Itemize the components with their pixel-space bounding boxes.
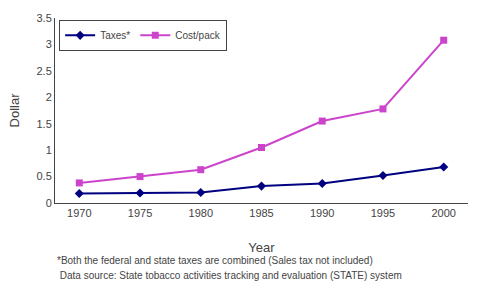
svg-text:1995: 1995	[371, 207, 395, 219]
svg-text:Data source: State tobacco act: Data source: State tobacco activities tr…	[57, 270, 402, 281]
svg-text:Cost/pack: Cost/pack	[175, 30, 220, 41]
svg-text:1975: 1975	[128, 207, 152, 219]
svg-text:2: 2	[46, 91, 52, 103]
svg-text:1: 1	[46, 144, 52, 156]
svg-text:1985: 1985	[249, 207, 273, 219]
svg-text:1990: 1990	[310, 207, 334, 219]
svg-text:3: 3	[46, 38, 52, 50]
svg-text:1.5: 1.5	[37, 118, 52, 130]
svg-text:Dollar: Dollar	[7, 93, 22, 128]
svg-text:3.5: 3.5	[37, 12, 52, 24]
svg-text:1970: 1970	[67, 207, 91, 219]
svg-text:1980: 1980	[189, 207, 213, 219]
svg-text:Year: Year	[248, 240, 275, 255]
svg-text:*Both the federal and state ta: *Both the federal and state taxes are co…	[57, 255, 373, 266]
svg-text:2000: 2000	[431, 207, 455, 219]
svg-text:2.5: 2.5	[37, 65, 52, 77]
svg-text:0.5: 0.5	[37, 170, 52, 182]
svg-text:0: 0	[46, 197, 52, 209]
svg-text:Taxes*: Taxes*	[100, 30, 130, 41]
